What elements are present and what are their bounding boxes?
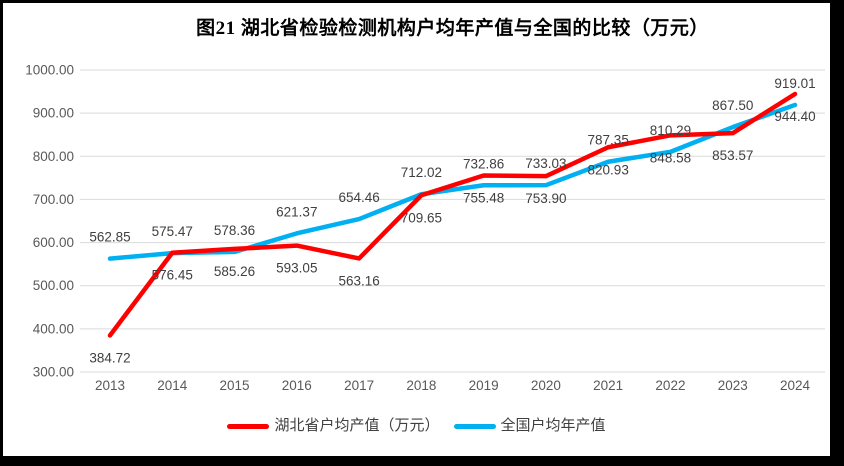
y-tick-label: 1000.00	[25, 63, 74, 78]
data-label: 585.26	[214, 264, 255, 279]
x-axis-tick-labels: 2013 2014 2015 2016 2017 2018 2019 2020 2021 2022…	[95, 378, 811, 393]
x-tick-label: 2014	[157, 378, 188, 393]
data-label: 853.57	[712, 148, 753, 163]
x-tick-label: 2015	[220, 378, 250, 393]
data-label: 810.29	[650, 123, 691, 138]
chart-title: 图21 湖北省检验检测机构户均年产值与全国的比较（万元）	[196, 18, 709, 39]
data-label: 867.50	[712, 98, 753, 113]
data-label: 563.16	[338, 273, 379, 288]
data-label: 787.35	[588, 133, 629, 148]
x-tick-label: 2019	[469, 378, 499, 393]
legend-label-hubei: 湖北省户均产值（万元）	[274, 417, 440, 434]
data-label: 654.46	[338, 190, 379, 205]
hubei-line-swatch-icon	[227, 423, 270, 429]
y-tick-label: 700.00	[33, 192, 74, 207]
data-label: 562.85	[89, 230, 130, 245]
legend-item-hubei: 湖北省户均产值（万元）	[227, 416, 440, 436]
y-tick-label: 800.00	[33, 149, 74, 164]
x-tick-label: 2016	[282, 378, 312, 393]
data-label: 576.45	[152, 268, 193, 283]
data-label: 578.36	[214, 223, 255, 238]
x-tick-label: 2021	[593, 378, 623, 393]
x-tick-label: 2023	[718, 378, 748, 393]
series-line-hubei	[107, 91, 798, 338]
x-tick-label: 2017	[344, 378, 374, 393]
x-tick-label: 2024	[780, 378, 811, 393]
y-tick-label: 600.00	[33, 235, 74, 250]
data-label: 944.40	[774, 109, 815, 124]
gridlines	[80, 69, 825, 373]
series-line-national	[107, 102, 798, 261]
data-label: 593.05	[276, 261, 317, 276]
chart-canvas	[3, 3, 830, 456]
data-labels: 384.72 576.45 585.26 593.05 563.16 709.65 755.…	[89, 109, 815, 365]
x-tick-label: 2022	[655, 378, 685, 393]
data-label: 575.47	[152, 224, 193, 239]
data-label: 712.02	[401, 165, 442, 180]
data-label: 919.01	[774, 76, 815, 91]
data-label: 384.72	[89, 350, 130, 365]
legend-item-national: 全国户均年产值	[453, 416, 606, 436]
national-line-swatch-icon	[453, 423, 496, 429]
data-label: 755.48	[463, 190, 504, 205]
data-label: 709.65	[401, 210, 442, 225]
data-label: 820.93	[588, 162, 629, 177]
y-axis-tick-labels: 300.00 400.00 500.00 600.00 700.00 800.00 900.…	[25, 63, 74, 380]
y-tick-label: 900.00	[33, 106, 74, 121]
data-label: 848.58	[650, 150, 691, 165]
legend-label-national: 全国户均年产值	[500, 417, 606, 434]
y-tick-label: 500.00	[33, 278, 74, 293]
data-label: 753.90	[525, 191, 566, 206]
y-tick-label: 300.00	[33, 365, 74, 380]
y-tick-label: 400.00	[33, 321, 74, 336]
data-label: 733.03	[525, 156, 566, 171]
x-tick-label: 2018	[406, 378, 436, 393]
x-tick-label: 2020	[531, 378, 561, 393]
x-tick-label: 2013	[95, 378, 125, 393]
data-labels: 562.85 575.47 578.36 621.37 654.46 712.02 732.…	[89, 76, 815, 245]
data-label: 732.86	[463, 156, 504, 171]
data-label: 621.37	[276, 204, 317, 219]
chart-legend: 湖北省户均产值（万元） 全国户均年产值	[3, 416, 830, 436]
